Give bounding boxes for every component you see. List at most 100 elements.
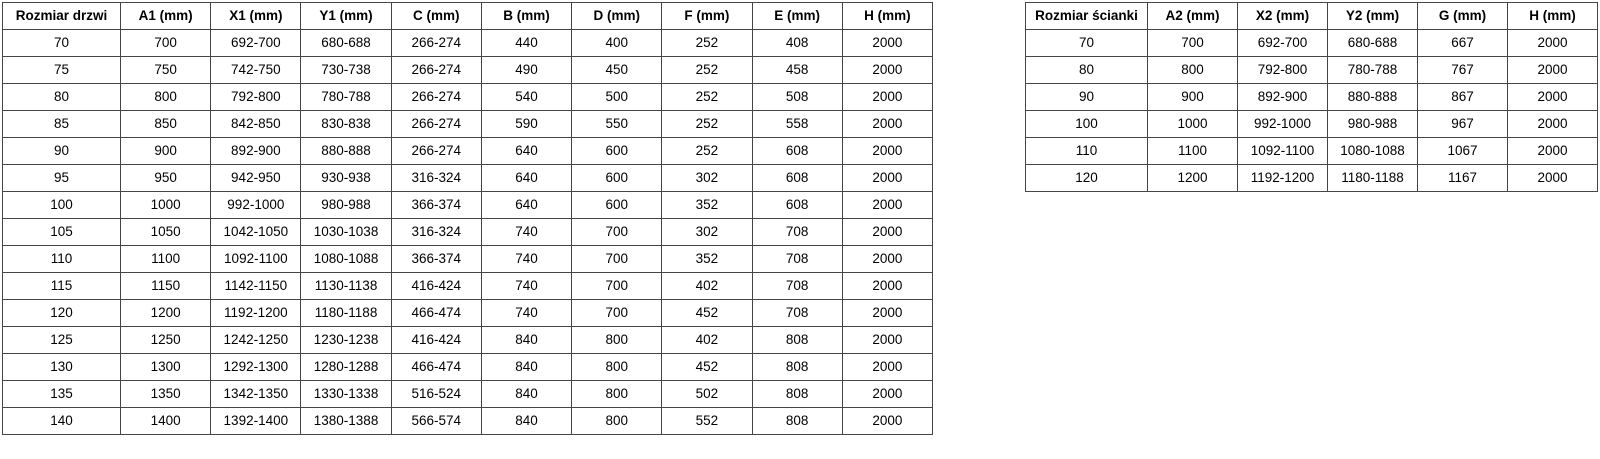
table-cell: 792-800 xyxy=(210,83,302,111)
table-cell: 840 xyxy=(480,407,573,435)
table-cell: 440 xyxy=(480,29,573,57)
table-cell: 2000 xyxy=(841,245,934,273)
table-cell: 115 xyxy=(2,272,121,300)
table-cell: 266-274 xyxy=(390,56,482,84)
table-cell: 1030-1038 xyxy=(300,218,392,246)
table-cell: 880-888 xyxy=(300,137,392,165)
column-header: H (mm) xyxy=(841,2,934,30)
table-cell: 640 xyxy=(480,191,573,219)
table-cell: 550 xyxy=(571,110,663,138)
table-cell: 840 xyxy=(480,326,573,354)
table-cell: 740 xyxy=(480,299,573,327)
table-row: 70 700 692-700 680-688 266-274 440 400 252 408 20… xyxy=(2,29,934,57)
table-cell: 558 xyxy=(751,110,843,138)
table-cell: 1180-1188 xyxy=(300,299,392,327)
table-cell: 110 xyxy=(1025,137,1148,165)
table-cell: 640 xyxy=(480,164,573,192)
column-header: E (mm) xyxy=(751,2,843,30)
table-cell: 140 xyxy=(2,407,121,435)
table-row: 100 1000 992-1000 980-988 967 2000 xyxy=(1025,110,1598,138)
table-cell: 608 xyxy=(751,164,843,192)
table-cell: 800 xyxy=(1147,56,1238,84)
table-cell: 1100 xyxy=(1147,137,1238,165)
table-cell: 2000 xyxy=(1507,137,1598,165)
table-cell: 2000 xyxy=(841,137,934,165)
table-cell: 402 xyxy=(661,272,753,300)
table-cell: 2000 xyxy=(841,407,934,435)
table-cell: 500 xyxy=(571,83,663,111)
column-header: C (mm) xyxy=(390,2,482,30)
table-cell: 302 xyxy=(661,218,753,246)
table-cell: 252 xyxy=(661,83,753,111)
table-cell: 2000 xyxy=(1507,29,1598,57)
table-cell: 892-900 xyxy=(210,137,302,165)
table-cell: 1192-1200 xyxy=(210,299,302,327)
table-cell: 1080-1088 xyxy=(300,245,392,273)
table-cell: 800 xyxy=(571,380,663,408)
table-cell: 992-1000 xyxy=(210,191,302,219)
table-cell: 1142-1150 xyxy=(210,272,302,300)
table-cell: 930-938 xyxy=(300,164,392,192)
table-cell: 1067 xyxy=(1417,137,1508,165)
table-cell: 566-574 xyxy=(390,407,482,435)
table-row: 125 1250 1242-1250 1230-1238 416-424 840 800 40… xyxy=(2,326,934,354)
table-cell: 80 xyxy=(2,83,121,111)
table-cell: 800 xyxy=(571,353,663,381)
table-cell: 400 xyxy=(571,29,663,57)
table-cell: 1200 xyxy=(119,299,212,327)
table-cell: 700 xyxy=(571,218,663,246)
table-cell: 366-374 xyxy=(390,245,482,273)
table-cell: 850 xyxy=(119,110,212,138)
column-header: X2 (mm) xyxy=(1237,2,1328,30)
table-cell: 252 xyxy=(661,56,753,84)
table-cell: 2000 xyxy=(841,380,934,408)
table-cell: 842-850 xyxy=(210,110,302,138)
table-cell: 466-474 xyxy=(390,353,482,381)
table-cell: 800 xyxy=(571,326,663,354)
table-cell: 680-688 xyxy=(1327,29,1418,57)
column-header: B (mm) xyxy=(480,2,573,30)
table-cell: 516-524 xyxy=(390,380,482,408)
table-cell: 2000 xyxy=(841,164,934,192)
table-cell: 490 xyxy=(480,56,573,84)
table-cell: 1000 xyxy=(1147,110,1238,138)
table-cell: 1080-1088 xyxy=(1327,137,1418,165)
table-cell: 450 xyxy=(571,56,663,84)
table-cell: 508 xyxy=(751,83,843,111)
table-cell: 780-788 xyxy=(1327,56,1418,84)
column-header: Rozmiar drzwi xyxy=(2,2,121,30)
table-cell: 1200 xyxy=(1147,164,1238,192)
table-cell: 800 xyxy=(119,83,212,111)
column-header: A1 (mm) xyxy=(119,2,212,30)
table-cell: 608 xyxy=(751,137,843,165)
table-cell: 2000 xyxy=(1507,83,1598,111)
table-cell: 942-950 xyxy=(210,164,302,192)
table-row: 110 1100 1092-1100 1080-1088 1067 2000 xyxy=(1025,137,1598,165)
table-cell: 90 xyxy=(2,137,121,165)
table-cell: 750 xyxy=(119,56,212,84)
column-header: F (mm) xyxy=(661,2,753,30)
table-cell: 1400 xyxy=(119,407,212,435)
table-cell: 900 xyxy=(1147,83,1238,111)
table-cell: 892-900 xyxy=(1237,83,1328,111)
table-cell: 880-888 xyxy=(1327,83,1418,111)
table-cell: 1380-1388 xyxy=(300,407,392,435)
table-cell: 100 xyxy=(2,191,121,219)
table-cell: 830-838 xyxy=(300,110,392,138)
table-cell: 1130-1138 xyxy=(300,272,392,300)
table-cell: 402 xyxy=(661,326,753,354)
table-cell: 540 xyxy=(480,83,573,111)
table-cell: 708 xyxy=(751,218,843,246)
door-size-table: Rozmiar drzwi A1 (mm) X1 (mm) Y1 (mm) C (mm)… xyxy=(2,2,934,435)
table-cell: 366-374 xyxy=(390,191,482,219)
table-row: 70 700 692-700 680-688 667 2000 xyxy=(1025,29,1598,57)
table-cell: 1100 xyxy=(119,245,212,273)
table-row: 95 950 942-950 930-938 316-324 640 600 302 608 20… xyxy=(2,164,934,192)
table-cell: 1192-1200 xyxy=(1237,164,1328,192)
table-cell: 2000 xyxy=(841,299,934,327)
table-row: 75 750 742-750 730-738 266-274 490 450 252 458 20… xyxy=(2,56,934,84)
table-cell: 90 xyxy=(1025,83,1148,111)
table-cell: 316-324 xyxy=(390,218,482,246)
table-row: 110 1100 1092-1100 1080-1088 366-374 740 700 35… xyxy=(2,245,934,273)
column-header: D (mm) xyxy=(571,2,663,30)
